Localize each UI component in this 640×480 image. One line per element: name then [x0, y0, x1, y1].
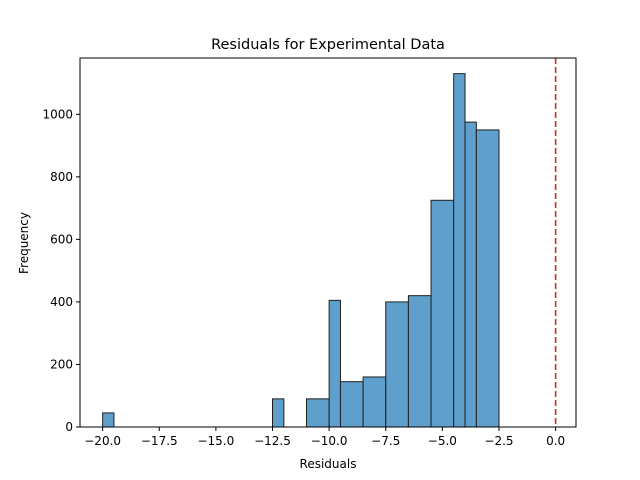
- plot-area-frame: [79, 57, 577, 428]
- histogram-bar: [328, 299, 341, 428]
- histogram-bar: [272, 398, 285, 428]
- y-tick-label: 600: [50, 232, 73, 246]
- y-tick-label: 200: [50, 357, 73, 371]
- histogram-bar: [407, 295, 432, 428]
- x-axis-label: Residuals: [300, 457, 357, 471]
- histogram-bar: [385, 301, 409, 428]
- x-axis-ticks: −20.0 −17.5 −15.0 −12.5 −10.0 −7.5 −5.0 −2.5 0.0: [84, 427, 565, 448]
- x-tick-label: −2.5: [484, 434, 513, 448]
- histogram-bar: [475, 129, 500, 428]
- x-tick-label: −12.5: [254, 434, 291, 448]
- y-tick-label: 400: [50, 295, 73, 309]
- histogram-bar: [430, 199, 455, 428]
- histogram-bar: [102, 412, 115, 428]
- x-tick-label: −17.5: [141, 434, 178, 448]
- y-tick-label: 800: [50, 170, 73, 184]
- histogram-bar: [362, 376, 387, 428]
- x-tick-label: −10.0: [311, 434, 348, 448]
- x-tick-label: −20.0: [84, 434, 121, 448]
- x-tick-label: −15.0: [197, 434, 234, 448]
- x-tick-label: −7.5: [371, 434, 400, 448]
- histogram-bar: [453, 73, 466, 428]
- chart-title: Residuals for Experimental Data: [211, 37, 445, 53]
- y-tick-label: 0: [65, 420, 73, 434]
- histogram-bar: [339, 381, 364, 428]
- histogram-bar: [305, 398, 330, 428]
- y-axis-ticks: 0 200 400 600 800 1000: [42, 107, 80, 434]
- y-tick-label: 1000: [42, 107, 73, 121]
- x-tick-label: 0.0: [546, 434, 565, 448]
- y-axis-label: Frequency: [17, 212, 31, 274]
- x-tick-label: −5.0: [428, 434, 457, 448]
- histogram-bar: [464, 121, 477, 428]
